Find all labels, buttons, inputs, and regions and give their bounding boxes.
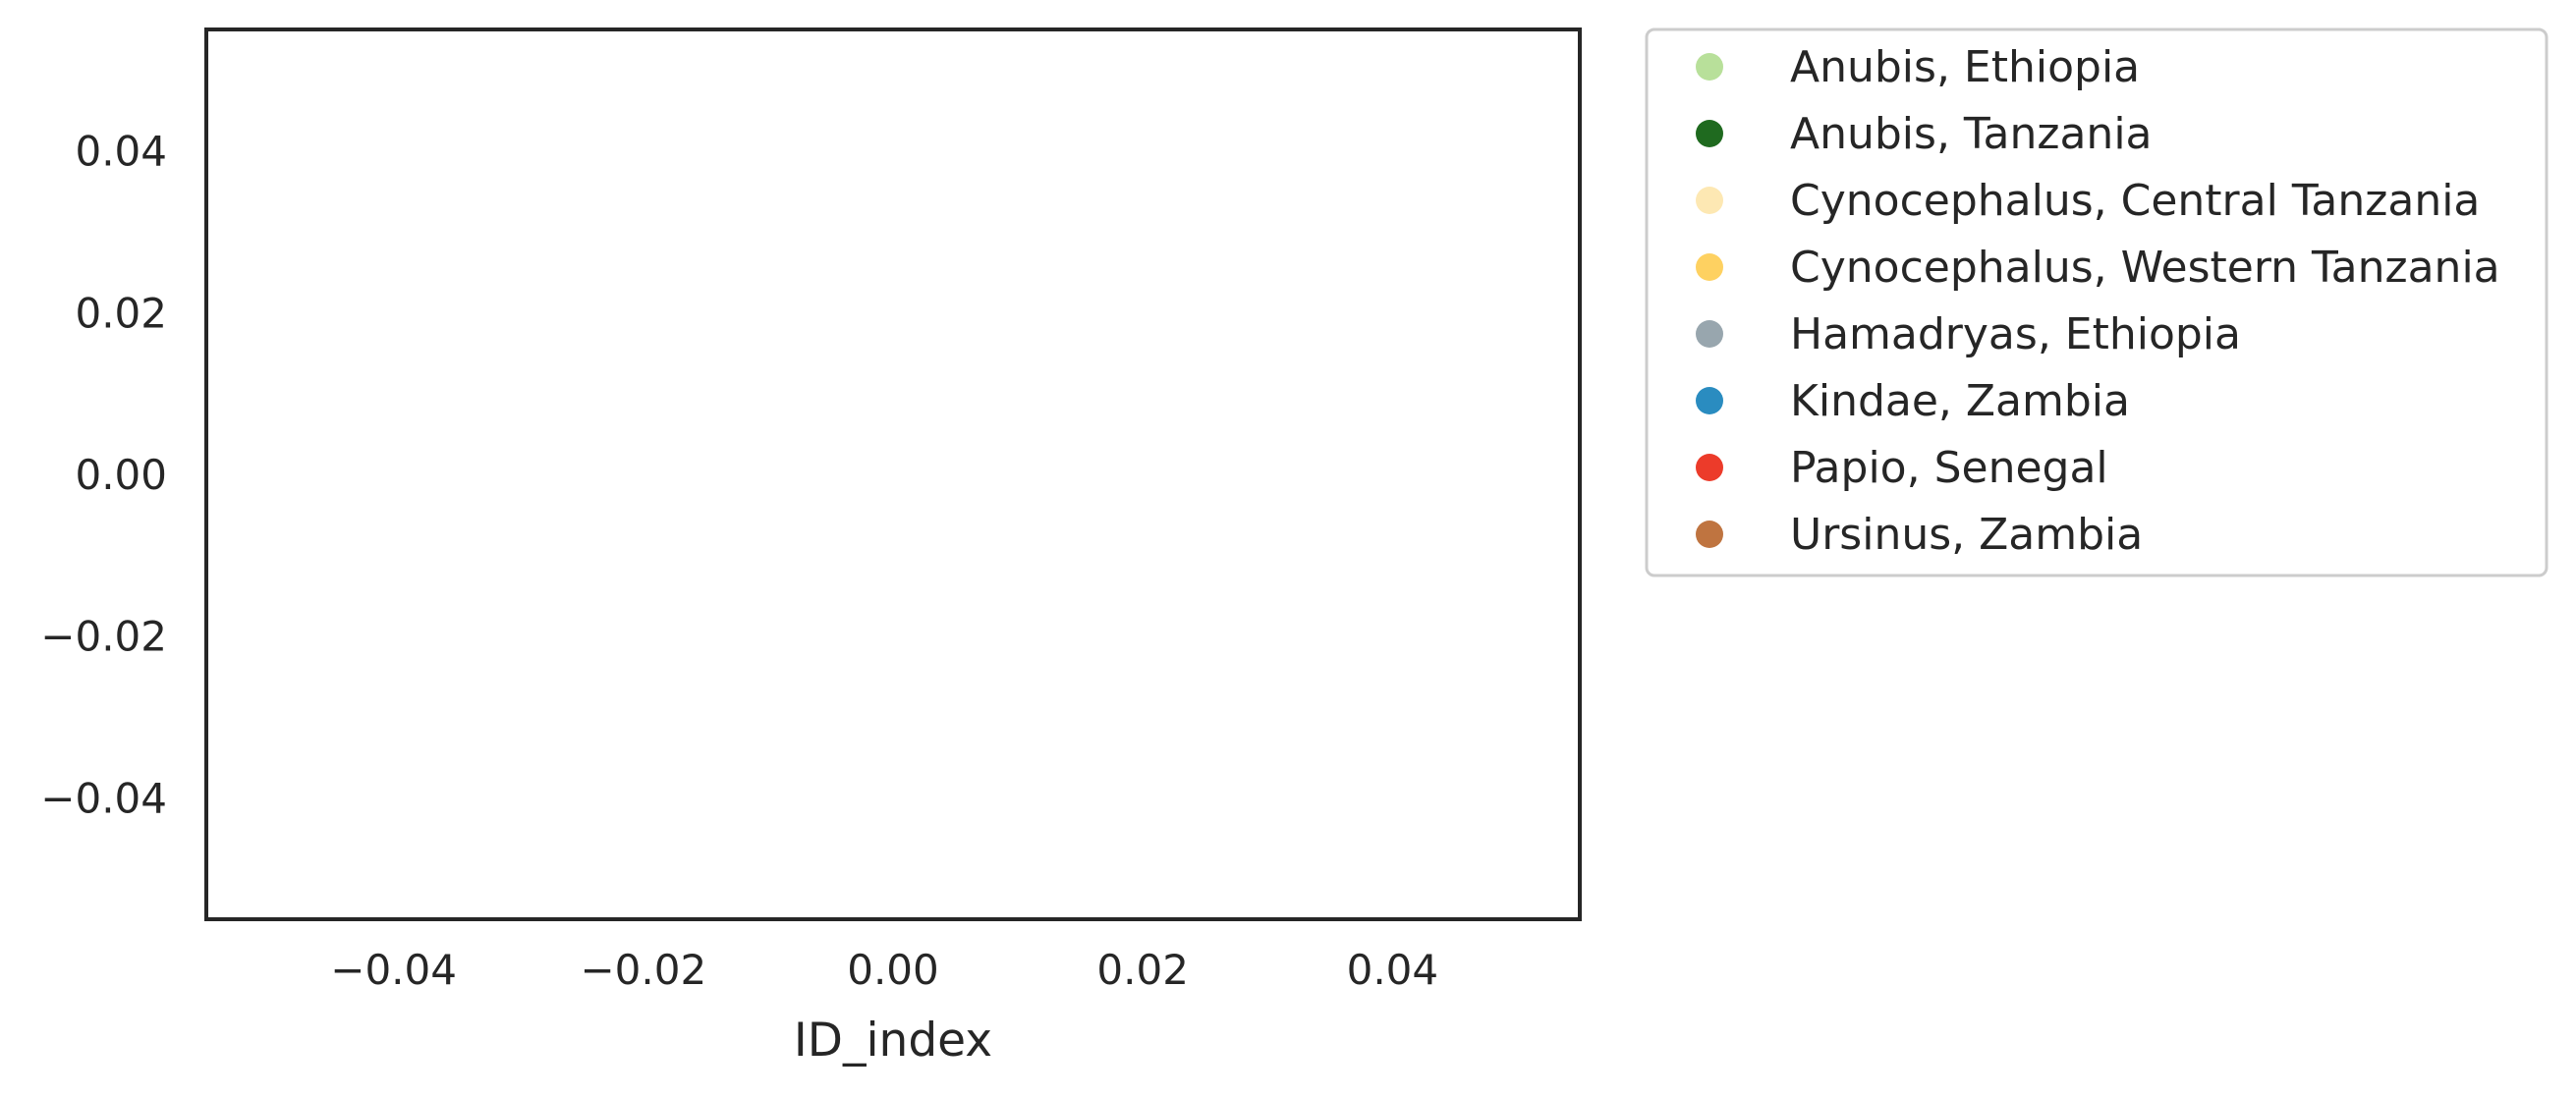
legend-marker (1696, 120, 1723, 147)
legend-label: Cynocephalus, Western Tanzania (1790, 243, 2500, 293)
y-tick-label: 0.02 (75, 289, 167, 337)
legend-marker (1696, 387, 1723, 414)
legend-marker (1696, 320, 1723, 348)
y-axis-ticks: −0.04 −0.02 0.00 0.02 0.04 (40, 128, 167, 823)
legend-label: Anubis, Ethiopia (1790, 42, 2140, 92)
legend-marker (1696, 454, 1723, 481)
legend-label: Anubis, Tanzania (1790, 109, 2153, 159)
y-tick-label: 0.00 (75, 451, 167, 499)
legend-label: Papio, Senegal (1790, 443, 2108, 493)
legend-marker (1696, 187, 1723, 214)
legend-marker (1696, 253, 1723, 281)
x-tick-label: 0.00 (847, 946, 939, 994)
x-tick-label: −0.04 (330, 946, 457, 994)
plot-frame (204, 27, 1582, 921)
x-axis-label: ID_index (794, 1014, 992, 1068)
y-tick-label: −0.02 (40, 613, 167, 661)
x-tick-label: −0.02 (580, 946, 706, 994)
legend-label: Hamadryas, Ethiopia (1790, 309, 2241, 359)
y-tick-label: −0.04 (40, 774, 167, 822)
legend-label: Cynocephalus, Central Tanzania (1790, 176, 2480, 226)
legend-frame (1645, 27, 2548, 577)
legend-label: Ursinus, Zambia (1790, 510, 2143, 560)
legend-label: Kindae, Zambia (1790, 376, 2130, 426)
x-tick-label: 0.04 (1347, 946, 1439, 994)
legend-marker (1696, 53, 1723, 81)
x-axis-ticks: −0.04 −0.02 0.00 0.02 0.04 (330, 946, 1438, 994)
x-tick-label: 0.02 (1096, 946, 1189, 994)
legend-marker (1696, 521, 1723, 548)
legend: Anubis, Ethiopia Anubis, Tanzania Cynoceph… (1645, 27, 2548, 577)
y-tick-label: 0.04 (75, 128, 167, 176)
